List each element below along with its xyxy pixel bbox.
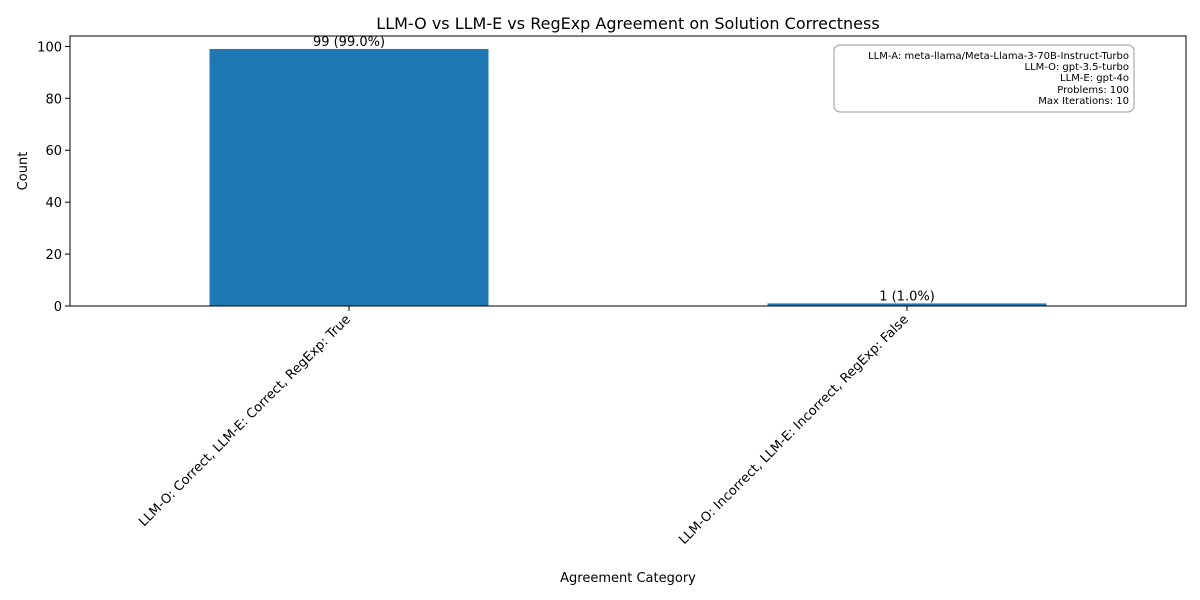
info-box-frame [833,44,1135,113]
bar-2 [767,303,1047,306]
bar-1 [209,48,489,306]
plot-frame [69,35,1187,307]
y-tick-label-60: 60 [45,144,62,159]
x-axis-label: Agreement Category [560,571,696,586]
x-tick-label-1: LLM-O: Correct, LLM-E: Correct, RegExp: … [136,312,354,530]
y-tick-label-80: 80 [45,92,62,107]
y-axis: 0 20 40 60 80 100 [37,40,70,315]
info-box: LLM-A: meta-llama/Meta-Llama-3-70B-Instr… [833,44,1135,113]
data-label-1: 99 (99.0%) [313,35,385,50]
y-tick-label-40: 40 [45,196,62,211]
data-label-2: 1 (1.0%) [879,289,935,304]
bars [209,48,1047,306]
info-line-problems: Problems: 100 [1057,85,1129,96]
info-line-llm-e: LLM-E: gpt-4o [1060,73,1129,84]
info-line-llm-a: LLM-A: meta-llama/Meta-Llama-3-70B-Instr… [868,51,1129,62]
data-labels: 99 (99.0%) 1 (1.0%) [313,35,935,304]
x-tick-label-2: LLM-O: Incorrect, LLM-E: Incorrect, RegE… [676,312,912,548]
chart-title: LLM-O vs LLM-E vs RegExp Agreement on So… [376,14,879,33]
y-tick-label-20: 20 [45,248,62,263]
info-line-max-iterations: Max Iterations: 10 [1038,96,1129,107]
y-axis-label: Count [16,152,31,191]
info-line-llm-o: LLM-O: gpt-3.5-turbo [1025,62,1129,73]
y-tick-label-100: 100 [37,40,62,55]
x-axis: LLM-O: Correct, LLM-E: Correct, RegExp: … [136,306,912,548]
y-tick-label-0: 0 [54,300,62,315]
